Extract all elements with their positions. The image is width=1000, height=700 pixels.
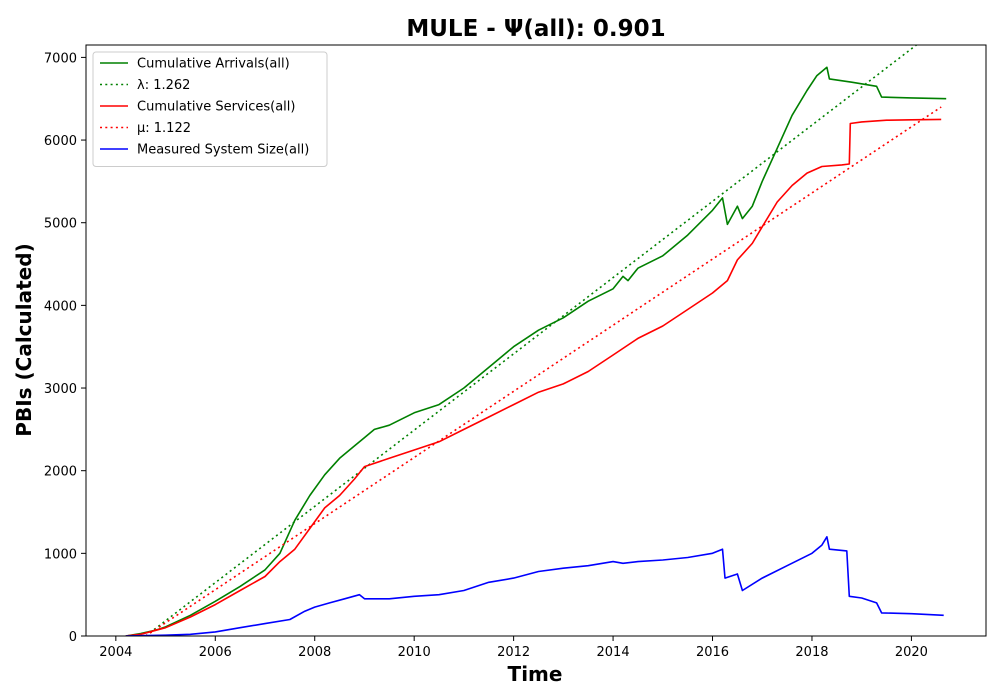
x-tick-label: 2016 (696, 645, 729, 660)
legend-label: Cumulative Services(all) (137, 100, 295, 115)
legend: Cumulative Arrivals(all) λ: 1.262 Cumulati… (93, 52, 327, 167)
x-tick-label: 2006 (199, 645, 232, 660)
legend-label: λ: 1.262 (137, 78, 190, 93)
legend-label: Cumulative Arrivals(all) (137, 57, 290, 72)
x-tick-label: 2012 (497, 645, 530, 660)
y-tick-label: 7000 (44, 51, 77, 66)
x-axis-title: Time (508, 662, 563, 686)
x-tick-label: 2004 (99, 645, 132, 660)
x-tick-label: 2018 (795, 645, 828, 660)
legend-label: μ: 1.122 (137, 121, 191, 136)
y-axis-title: PBIs (Calculated) (12, 243, 36, 436)
x-tick-label: 2008 (298, 645, 331, 660)
x-tick-label: 2014 (597, 645, 630, 660)
y-tick-label: 2000 (44, 465, 77, 480)
x-tick-label: 2020 (895, 645, 928, 660)
y-tick-label: 6000 (44, 134, 77, 149)
y-tick-label: 3000 (44, 382, 77, 397)
y-tick-label: 0 (69, 630, 77, 645)
chart-title: MULE - Ψ(all): 0.901 (406, 16, 665, 42)
y-tick-label: 1000 (44, 547, 77, 562)
x-tick-label: 2010 (398, 645, 431, 660)
legend-label: Measured System Size(all) (137, 143, 309, 158)
y-tick-label: 4000 (44, 299, 77, 314)
y-tick-label: 5000 (44, 217, 77, 232)
